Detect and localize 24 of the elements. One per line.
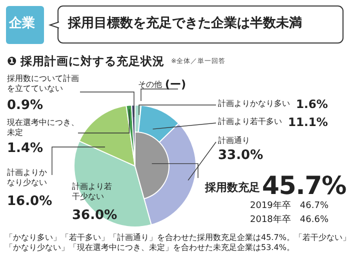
data-label: 16.0%: [7, 194, 52, 210]
slice-label: 計画より若干多い: [218, 117, 282, 127]
slice-label: 計画通り: [218, 136, 250, 146]
data-label: 45.7%: [262, 170, 346, 200]
data-label: 36.0%: [72, 208, 118, 224]
data-label: 1.4%: [7, 141, 44, 158]
slice-label: 計画より若干少ない: [72, 182, 113, 202]
slice-label: 計画よりかなり多い: [218, 99, 290, 109]
text: 2019年卒 46.7%: [250, 201, 328, 212]
text: 「かなり多い」「若干多い」「計画通り」を合わせた採用数充足企業は45.7%。「若干少ない」「かなり少ない」「現在選考中につき、未定」を合わせた未充足企業は53.4%。: [5, 233, 352, 254]
data-label: 1.6%: [296, 97, 328, 112]
data-label: 11.1%: [288, 115, 328, 130]
category-label: その他: [138, 80, 162, 89]
chart-title: 採用目標数を充足できた企業は半数未満: [68, 16, 302, 32]
chart-subtitle: ❶ 採用計画に対する充足状況: [7, 54, 165, 68]
data-label: 33.0%: [218, 148, 264, 164]
text: (ー): [165, 78, 186, 91]
slice-label: 現在選考中につき、未定: [7, 118, 80, 138]
text: 企業: [9, 16, 35, 32]
slice-label: 採用数充足: [205, 181, 260, 195]
slice-label: 計画よりかなり少ない: [7, 168, 48, 188]
data-label: 0.9%: [7, 98, 44, 114]
text: 2018年卒 46.6%: [250, 215, 328, 226]
slice-label: 採用数について計画を立てていない: [7, 74, 80, 94]
